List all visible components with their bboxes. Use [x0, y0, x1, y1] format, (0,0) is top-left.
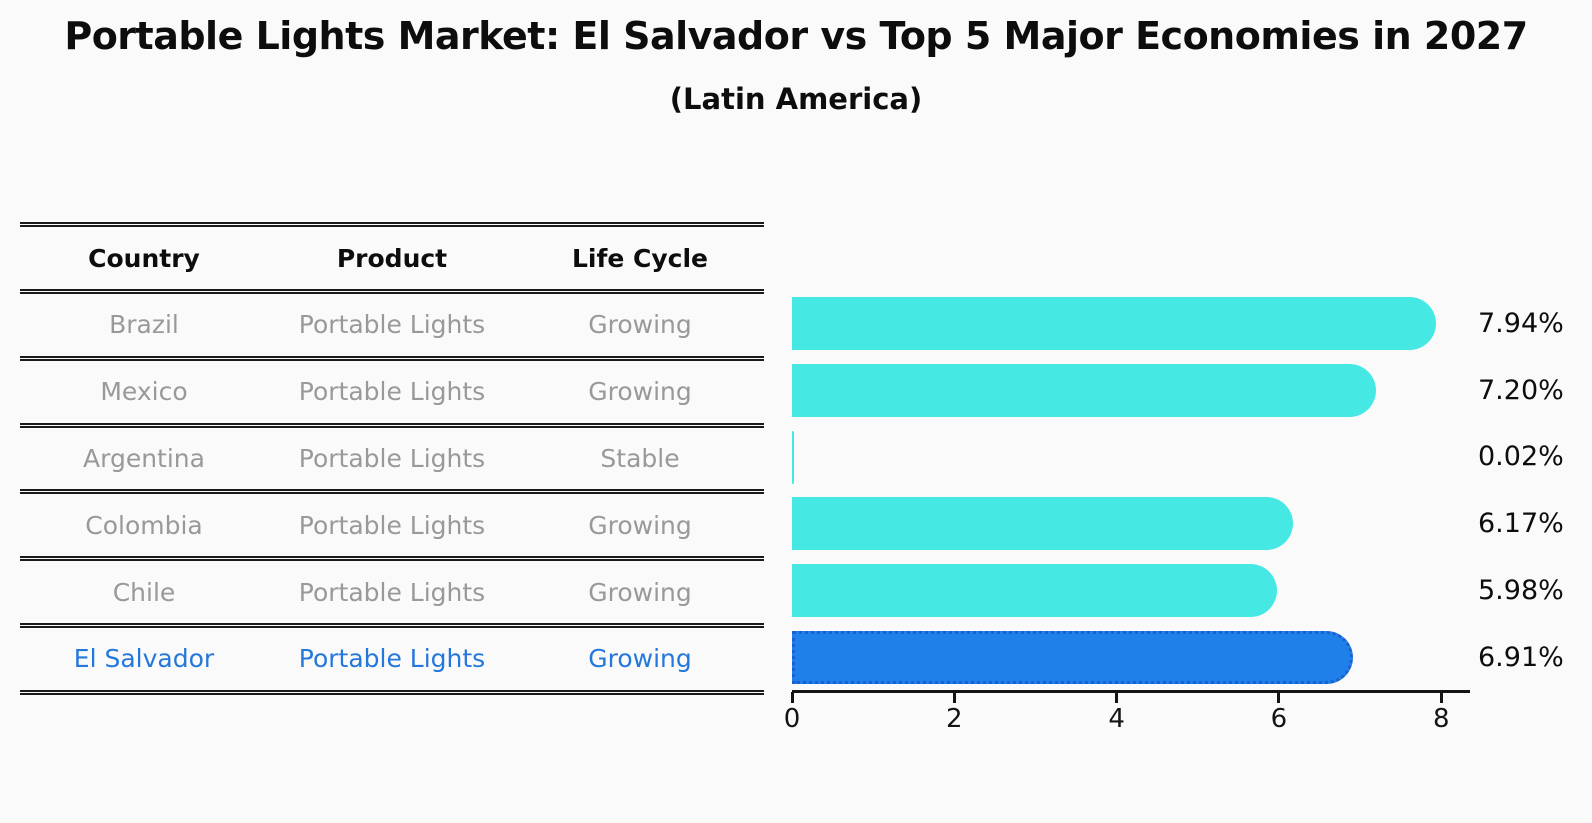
chart-subtitle: (Latin America): [669, 82, 923, 116]
value-label-el-salvador: 6.91%: [1478, 641, 1564, 673]
table-cell-life-cycle-brazil: Growing: [516, 294, 764, 361]
table-cell-country-chile: Chile: [20, 561, 268, 628]
table-cell-product-chile: Portable Lights: [268, 561, 516, 628]
x-axis-tick-label-0: 0: [783, 704, 801, 734]
table-cell-life-cycle-colombia: Growing: [516, 494, 764, 562]
x-axis-tick-4: [1115, 692, 1119, 703]
x-axis-tick-label-2: 2: [946, 704, 963, 734]
x-axis-tick-6: [1277, 692, 1281, 703]
value-label-brazil: 7.94%: [1478, 307, 1564, 339]
table-cell-country-colombia: Colombia: [20, 494, 268, 562]
table-cell-life-cycle-argentina: Stable: [516, 428, 764, 495]
table-cell-country-brazil: Brazil: [20, 294, 268, 361]
value-label-mexico: 7.20%: [1478, 374, 1564, 406]
column-header-country: Country: [20, 227, 268, 294]
chart-title: Portable Lights Market: El Salvador vs T…: [64, 14, 1528, 58]
table-cell-life-cycle-chile: Growing: [516, 561, 764, 628]
table-cell-country-el-salvador: El Salvador: [20, 628, 268, 695]
x-axis-tick-2: [952, 692, 956, 703]
bar-argentina: [792, 430, 794, 484]
column-header-lifecycle: Life Cycle: [516, 227, 764, 294]
table-cell-product-el-salvador: Portable Lights: [268, 628, 516, 695]
bar-chile: [792, 564, 1278, 618]
column-header-product: Product: [268, 227, 516, 294]
table-cell-product-colombia: Portable Lights: [268, 494, 516, 562]
table-cell-country-argentina: Argentina: [20, 428, 268, 495]
bar-colombia: [792, 497, 1293, 551]
value-label-colombia: 6.17%: [1478, 508, 1564, 540]
x-axis-tick-0: [790, 692, 794, 703]
comparison-table: Country Product Life Cycle Brazil Portabl…: [20, 222, 764, 695]
table-cell-product-brazil: Portable Lights: [268, 294, 516, 361]
table-cell-country-mexico: Mexico: [20, 361, 268, 428]
value-label-chile: 5.98%: [1478, 575, 1564, 607]
bar-el-salvador: [792, 630, 1353, 684]
x-axis-tick-8: [1439, 692, 1443, 703]
bar-brazil: [792, 296, 1437, 350]
value-label-argentina: 0.02%: [1478, 441, 1564, 473]
table-cell-life-cycle-el-salvador: Growing: [516, 628, 764, 695]
table-cell-life-cycle-mexico: Growing: [516, 361, 764, 428]
table-cell-product-argentina: Portable Lights: [268, 428, 516, 495]
x-axis-tick-label-6: 6: [1270, 704, 1288, 734]
bar-mexico: [792, 363, 1377, 417]
table-cell-product-mexico: Portable Lights: [268, 361, 516, 428]
x-axis-tick-label-8: 8: [1432, 704, 1450, 734]
x-axis-tick-label-4: 4: [1108, 704, 1125, 734]
x-axis-line: [792, 690, 1470, 693]
